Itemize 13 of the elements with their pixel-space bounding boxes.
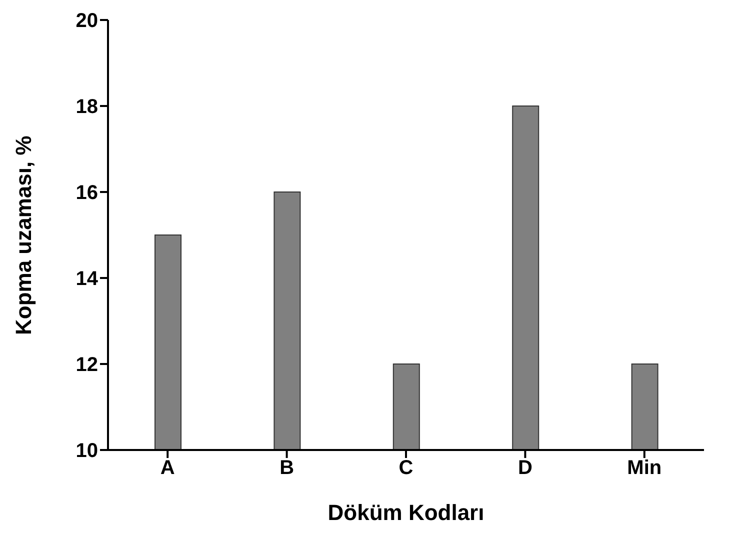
x-tick-label: D [518,457,532,480]
y-tick-label: 10 [76,440,98,462]
x-tick-label: C [398,457,414,480]
x-tick-label: B [280,457,294,480]
y-tick-label: 16 [76,182,98,204]
y-tick-label: 20 [76,10,98,32]
y-tick-label: 18 [76,96,98,118]
y-axis-title: Kopma uzaması, % [10,136,36,335]
y-tick-label: 14 [76,268,99,290]
x-tick-label: A [160,457,175,480]
x-tick-label: Min [627,457,662,480]
x-axis-title: Döküm Kodları [328,500,484,525]
y-tick-label: 12 [76,354,98,376]
